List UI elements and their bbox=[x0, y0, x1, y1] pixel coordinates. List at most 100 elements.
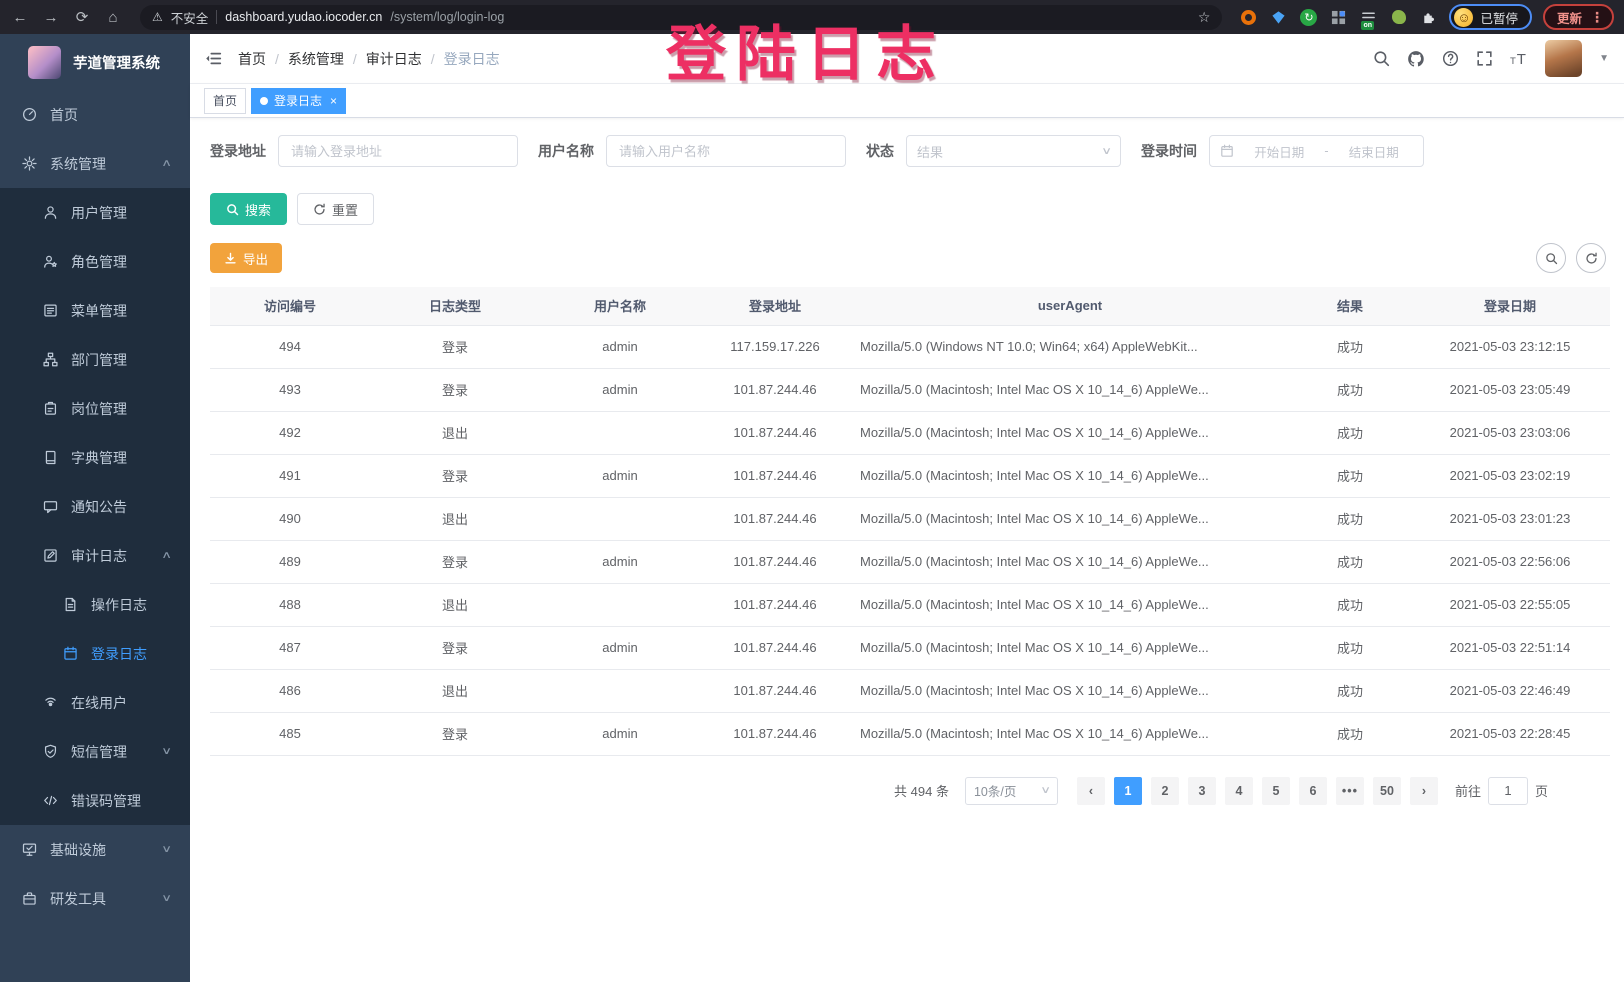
cell-登录日期: 2021-05-03 22:46:49 bbox=[1410, 669, 1610, 713]
sidebar-item-infra[interactable]: 基础设施 ∨ bbox=[0, 825, 190, 874]
filter-status: 状态 结果 ∨ bbox=[866, 135, 1121, 167]
sidebar-collapse-icon[interactable] bbox=[205, 50, 222, 67]
cell-日志类型: 登录 bbox=[370, 454, 540, 498]
table-row: 487 登录 admin 101.87.244.46 Mozilla/5.0 (Maci… bbox=[210, 626, 1610, 670]
tab-首页[interactable]: 首页 bbox=[204, 87, 247, 114]
cell-userAgent: Mozilla/5.0 (Macintosh; Intel Mac OS X 1… bbox=[850, 368, 1290, 412]
sidebar-item-label: 岗位管理 bbox=[71, 400, 127, 417]
forward-icon[interactable]: → bbox=[43, 8, 59, 26]
column-header-结果: 结果 bbox=[1290, 287, 1410, 326]
sidebar-item-home[interactable]: 首页 bbox=[0, 90, 190, 139]
sidebar-item-online-users[interactable]: 在线用户 bbox=[0, 678, 190, 727]
chevron-up-icon: ∧ bbox=[160, 550, 172, 561]
login-log-table: 访问编号 日志类型 用户名称 登录地址 userAgent 结果 登录日期 494 登录 adm… bbox=[210, 287, 1610, 756]
browser-update-button[interactable]: 更新 ⋮ bbox=[1542, 4, 1614, 30]
search-button[interactable]: 搜索 bbox=[210, 193, 288, 225]
grid-extension-icon[interactable] bbox=[1329, 8, 1348, 27]
cell-访问编号: 492 bbox=[210, 411, 370, 455]
cell-用户名称: admin bbox=[540, 454, 700, 498]
status-select[interactable]: 结果 ∨ bbox=[906, 135, 1121, 167]
login-log-icon bbox=[62, 646, 78, 661]
orange-ring-extension-icon[interactable] bbox=[1239, 8, 1258, 27]
login-address-input[interactable] bbox=[278, 135, 518, 167]
page-size-label: 10条/页 bbox=[973, 785, 1017, 799]
filter-actions: 搜索 重置 bbox=[210, 193, 1610, 225]
sidebar-item-system[interactable]: 系统管理 ∧ bbox=[0, 139, 190, 188]
breadcrumb-item[interactable]: 审计日志 bbox=[365, 50, 422, 67]
home-icon[interactable]: ⌂ bbox=[108, 8, 118, 26]
sidebar-item-post-mgmt[interactable]: 岗位管理 bbox=[0, 384, 190, 433]
page-button-4[interactable]: 4 bbox=[1224, 776, 1253, 805]
sidebar-item-dev-tools[interactable]: 研发工具 ∨ bbox=[0, 874, 190, 923]
browser-profile-chip[interactable]: ☺ 已暂停 bbox=[1449, 4, 1532, 30]
tab-登录日志[interactable]: 登录日志 × bbox=[251, 87, 347, 114]
chevron-down-icon[interactable]: ▼ bbox=[1599, 53, 1609, 64]
gear-icon bbox=[21, 156, 37, 171]
export-button[interactable]: 导出 bbox=[210, 243, 283, 273]
search-icon[interactable] bbox=[1373, 50, 1390, 67]
breadcrumb-separator: / bbox=[352, 50, 357, 67]
green-circle-extension-icon[interactable]: ↻ bbox=[1299, 8, 1318, 27]
sidebar-item-user-mgmt[interactable]: 用户管理 bbox=[0, 188, 190, 237]
sidebar-item-sms-mgmt[interactable]: 短信管理 ∨ bbox=[0, 727, 190, 776]
sidebar-item-audit-log[interactable]: 审计日志 ∧ bbox=[0, 531, 190, 580]
announcement-icon bbox=[42, 499, 58, 514]
back-icon[interactable]: ← bbox=[12, 8, 28, 26]
cell-userAgent: Mozilla/5.0 (Macintosh; Intel Mac OS X 1… bbox=[850, 669, 1290, 713]
sidebar-item-role-mgmt[interactable]: 角色管理 bbox=[0, 237, 190, 286]
login-time-label: 登录时间 bbox=[1141, 143, 1197, 159]
fullscreen-icon[interactable] bbox=[1476, 50, 1493, 67]
github-icon[interactable] bbox=[1407, 50, 1425, 68]
user-icon bbox=[42, 205, 58, 220]
sidebar-item-dept-mgmt[interactable]: 部门管理 bbox=[0, 335, 190, 384]
breadcrumb-item[interactable]: 首页 bbox=[238, 50, 266, 67]
cell-日志类型: 退出 bbox=[370, 669, 540, 713]
tab-label: 登录日志 bbox=[274, 94, 323, 108]
help-icon[interactable] bbox=[1442, 50, 1459, 67]
svg-text:T: T bbox=[1510, 56, 1516, 67]
cell-日志类型: 登录 bbox=[370, 368, 540, 412]
bookmark-star-icon[interactable]: ☆ bbox=[1197, 8, 1211, 25]
reload-icon[interactable]: ⟳ bbox=[75, 9, 89, 26]
page-button-50[interactable]: 50 bbox=[1372, 776, 1401, 805]
date-range-picker[interactable]: 开始日期 - 结束日期 bbox=[1209, 135, 1424, 167]
sidebar-item-notice[interactable]: 通知公告 bbox=[0, 482, 190, 531]
page-size-select[interactable]: 10条/页 ∨ bbox=[964, 776, 1058, 805]
next-page-button[interactable]: › bbox=[1409, 776, 1438, 805]
green-leaf-extension-icon[interactable] bbox=[1389, 8, 1408, 27]
page-button-1[interactable]: 1 bbox=[1113, 776, 1142, 805]
address-bar[interactable]: ⚠ 不安全 dashboard.yudao.iocoder.cn /system… bbox=[140, 4, 1223, 30]
sidebar-item-login-log[interactable]: 登录日志 bbox=[0, 629, 190, 678]
tab-label: 首页 bbox=[213, 94, 238, 108]
puzzle-extensions-icon[interactable] bbox=[1419, 8, 1438, 27]
online-users-icon bbox=[42, 695, 58, 710]
sidebar-item-dict-mgmt[interactable]: 字典管理 bbox=[0, 433, 190, 482]
close-tab-icon[interactable]: × bbox=[330, 93, 338, 108]
cell-登录日期: 2021-05-03 22:55:05 bbox=[1410, 583, 1610, 627]
hide-search-button[interactable] bbox=[1536, 243, 1566, 273]
sidebar-item-error-code[interactable]: 错误码管理 bbox=[0, 776, 190, 825]
blue-shield-extension-icon[interactable] bbox=[1269, 8, 1288, 27]
page-button-3[interactable]: 3 bbox=[1187, 776, 1216, 805]
goto-page-input[interactable] bbox=[1487, 776, 1528, 805]
refresh-button[interactable] bbox=[1576, 243, 1606, 273]
sidebar-item-operation-log[interactable]: 操作日志 bbox=[0, 580, 190, 629]
list-on-extension-icon[interactable]: on bbox=[1359, 8, 1378, 30]
cell-用户名称: admin bbox=[540, 368, 700, 412]
page-button-6[interactable]: 6 bbox=[1298, 776, 1327, 805]
browser-menu-kebab-icon[interactable]: ⋮ bbox=[1590, 8, 1604, 25]
cell-登录日期: 2021-05-03 23:12:15 bbox=[1410, 325, 1610, 369]
page-button-5[interactable]: 5 bbox=[1261, 776, 1290, 805]
reset-button[interactable]: 重置 bbox=[297, 193, 375, 225]
prev-page-button[interactable]: ‹ bbox=[1076, 776, 1105, 805]
username-input[interactable] bbox=[606, 135, 846, 167]
more-pages-button[interactable]: ••• bbox=[1335, 776, 1364, 805]
sidebar-item-menu-mgmt[interactable]: 菜单管理 bbox=[0, 286, 190, 335]
sidebar: 芋道管理系统 首页 系统管理 ∧ 用户管理 角色管理 菜单管理 部门管理 岗位管理 字典管理 通知… bbox=[0, 34, 190, 982]
user-avatar[interactable] bbox=[1545, 40, 1583, 77]
breadcrumb-item[interactable]: 系统管理 bbox=[287, 50, 344, 67]
page-button-2[interactable]: 2 bbox=[1150, 776, 1179, 805]
cell-访问编号: 494 bbox=[210, 325, 370, 369]
sidebar-item-label: 部门管理 bbox=[71, 351, 127, 368]
